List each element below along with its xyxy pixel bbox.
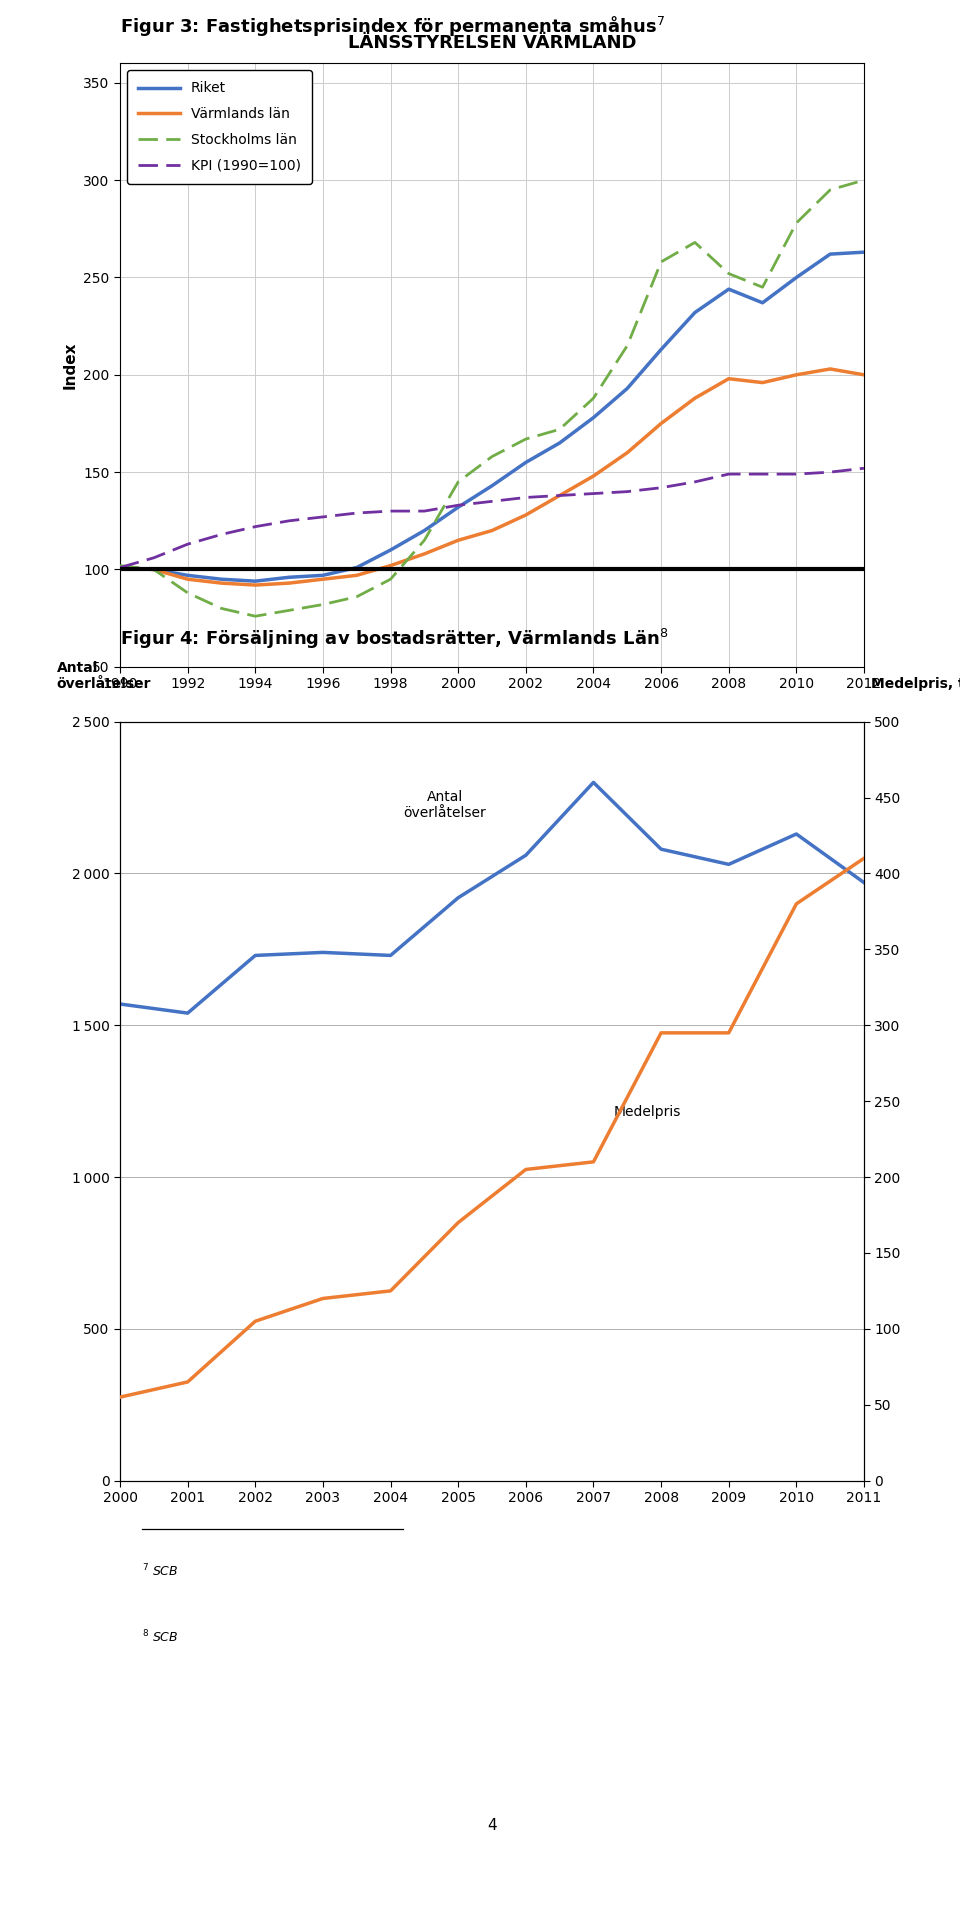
Y-axis label: Medelpris, tkr: Medelpris, tkr — [872, 678, 960, 691]
Text: Antal
överlåtelser: Antal överlåtelser — [57, 660, 152, 691]
Text: Medelpris: Medelpris — [613, 1105, 682, 1118]
Legend: Riket, Värmlands län, Stockholms län, KPI (1990=100): Riket, Värmlands län, Stockholms län, KP… — [127, 71, 312, 185]
Text: 4: 4 — [487, 1819, 497, 1833]
Text: Antal
överlåtelser: Antal överlåtelser — [403, 789, 486, 820]
Text: Figur 4: Försäljning av bostadsrätter, Värmlands Län$^8$: Figur 4: Försäljning av bostadsrätter, V… — [120, 628, 668, 651]
Text: $^7$ SCB: $^7$ SCB — [142, 1563, 179, 1578]
Text: Figur 3: Fastighetsprisindex för permanenta småhus$^7$: Figur 3: Fastighetsprisindex för permane… — [120, 15, 665, 38]
Y-axis label: Index: Index — [62, 341, 78, 389]
Text: $^8$ SCB: $^8$ SCB — [142, 1629, 179, 1646]
Text: LÄNSSTYRELSEN VÄRMLAND: LÄNSSTYRELSEN VÄRMLAND — [348, 35, 636, 52]
